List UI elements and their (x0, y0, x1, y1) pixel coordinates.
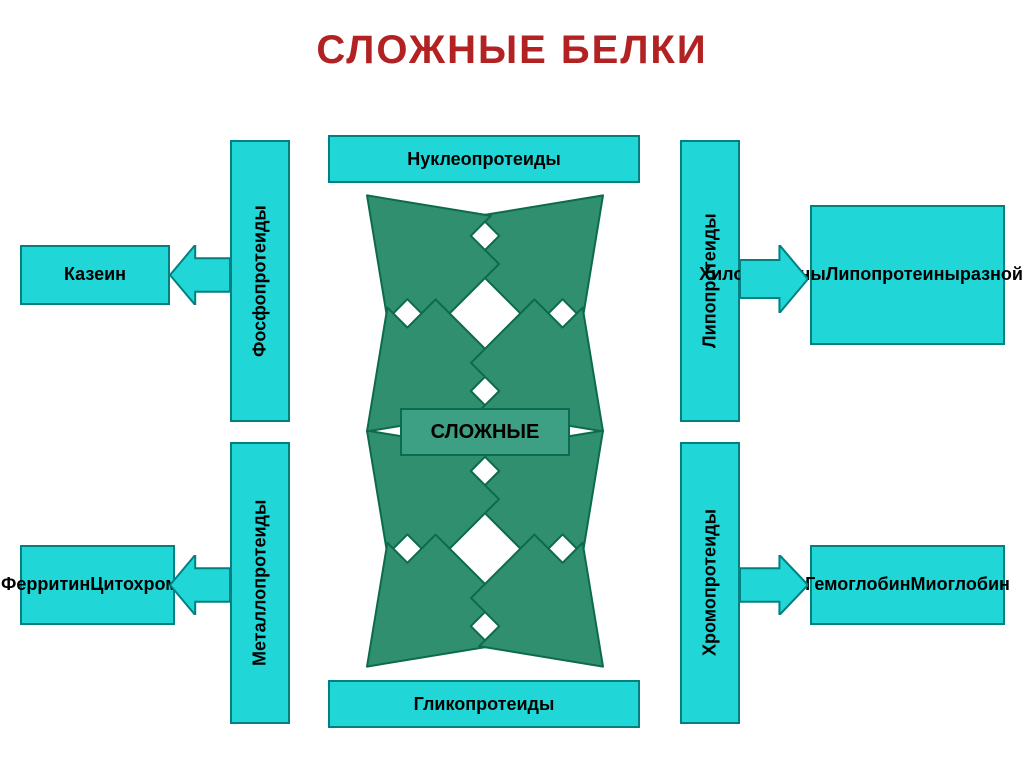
arrow-left-upper (170, 245, 230, 305)
category-left-upper-label: Фосфопротеиды (250, 205, 271, 357)
category-top-label: Нуклеопротеиды (407, 149, 561, 170)
category-right-lower-label: Хромопротеиды (700, 510, 721, 657)
example-right-lower: ГемоглобинМиоглобин (810, 545, 1005, 625)
category-left-lower: Металлопротеиды (230, 442, 290, 724)
category-top: Нуклеопротеиды (328, 135, 640, 183)
center-label: СЛОЖНЫЕ (400, 408, 570, 456)
arrow-left-lower (170, 555, 230, 615)
arrow-right-upper (740, 245, 808, 313)
example-right-upper: ХиломикроныЛипопротеиныразнойплотности (810, 205, 1005, 345)
example-left-upper: Казеин (20, 245, 170, 305)
arrow-right-lower (740, 555, 808, 615)
category-bottom-label: Гликопротеиды (414, 694, 555, 715)
category-left-upper: Фосфопротеиды (230, 140, 290, 422)
example-left-lower: ФерритинЦитохромы (20, 545, 175, 625)
center-label-text: СЛОЖНЫЕ (431, 421, 540, 444)
category-right-lower: Хромопротеиды (680, 442, 740, 724)
category-left-lower-label: Металлопротеиды (250, 500, 271, 666)
category-bottom: Гликопротеиды (328, 680, 640, 728)
page-title: СЛОЖНЫЕ БЕЛКИ (0, 0, 1024, 73)
